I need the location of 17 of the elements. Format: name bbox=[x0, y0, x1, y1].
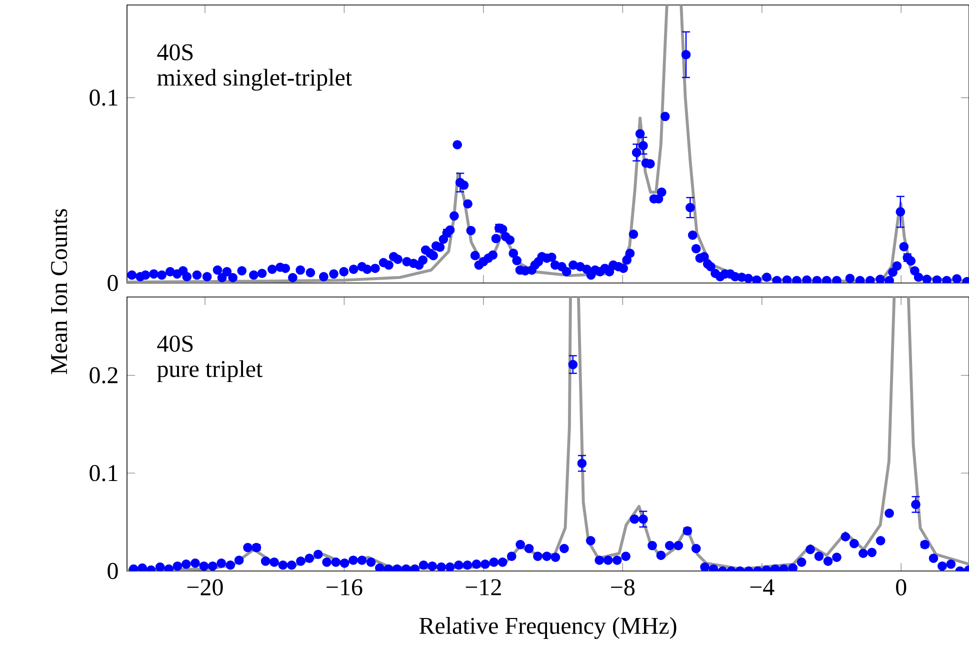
y-tick-label: 0.2 bbox=[90, 367, 118, 384]
annotation: pure triplet bbox=[157, 360, 263, 382]
x-tick-label: −4 bbox=[750, 579, 774, 596]
x-tick-label: −8 bbox=[611, 579, 635, 596]
x-axis-title: Relative Frequency (MHz) bbox=[419, 617, 676, 639]
y-tick-label: 0.1 bbox=[90, 90, 118, 106]
annotation: 40S bbox=[157, 336, 193, 352]
annotation: 40S bbox=[157, 44, 193, 60]
y-axis-title: Mean Ion Counts bbox=[51, 209, 68, 374]
x-tick-label: 0 bbox=[896, 579, 906, 596]
y-tick-label: 0 bbox=[108, 274, 118, 292]
x-tick-label: −20 bbox=[187, 579, 223, 596]
x-tick-label: −12 bbox=[466, 579, 501, 596]
y-tick-label: 0.1 bbox=[90, 465, 118, 482]
y-tick-label: 0 bbox=[108, 562, 118, 580]
x-tick-label: −16 bbox=[326, 579, 362, 596]
annotation: mixed singlet-triplet bbox=[157, 68, 352, 91]
